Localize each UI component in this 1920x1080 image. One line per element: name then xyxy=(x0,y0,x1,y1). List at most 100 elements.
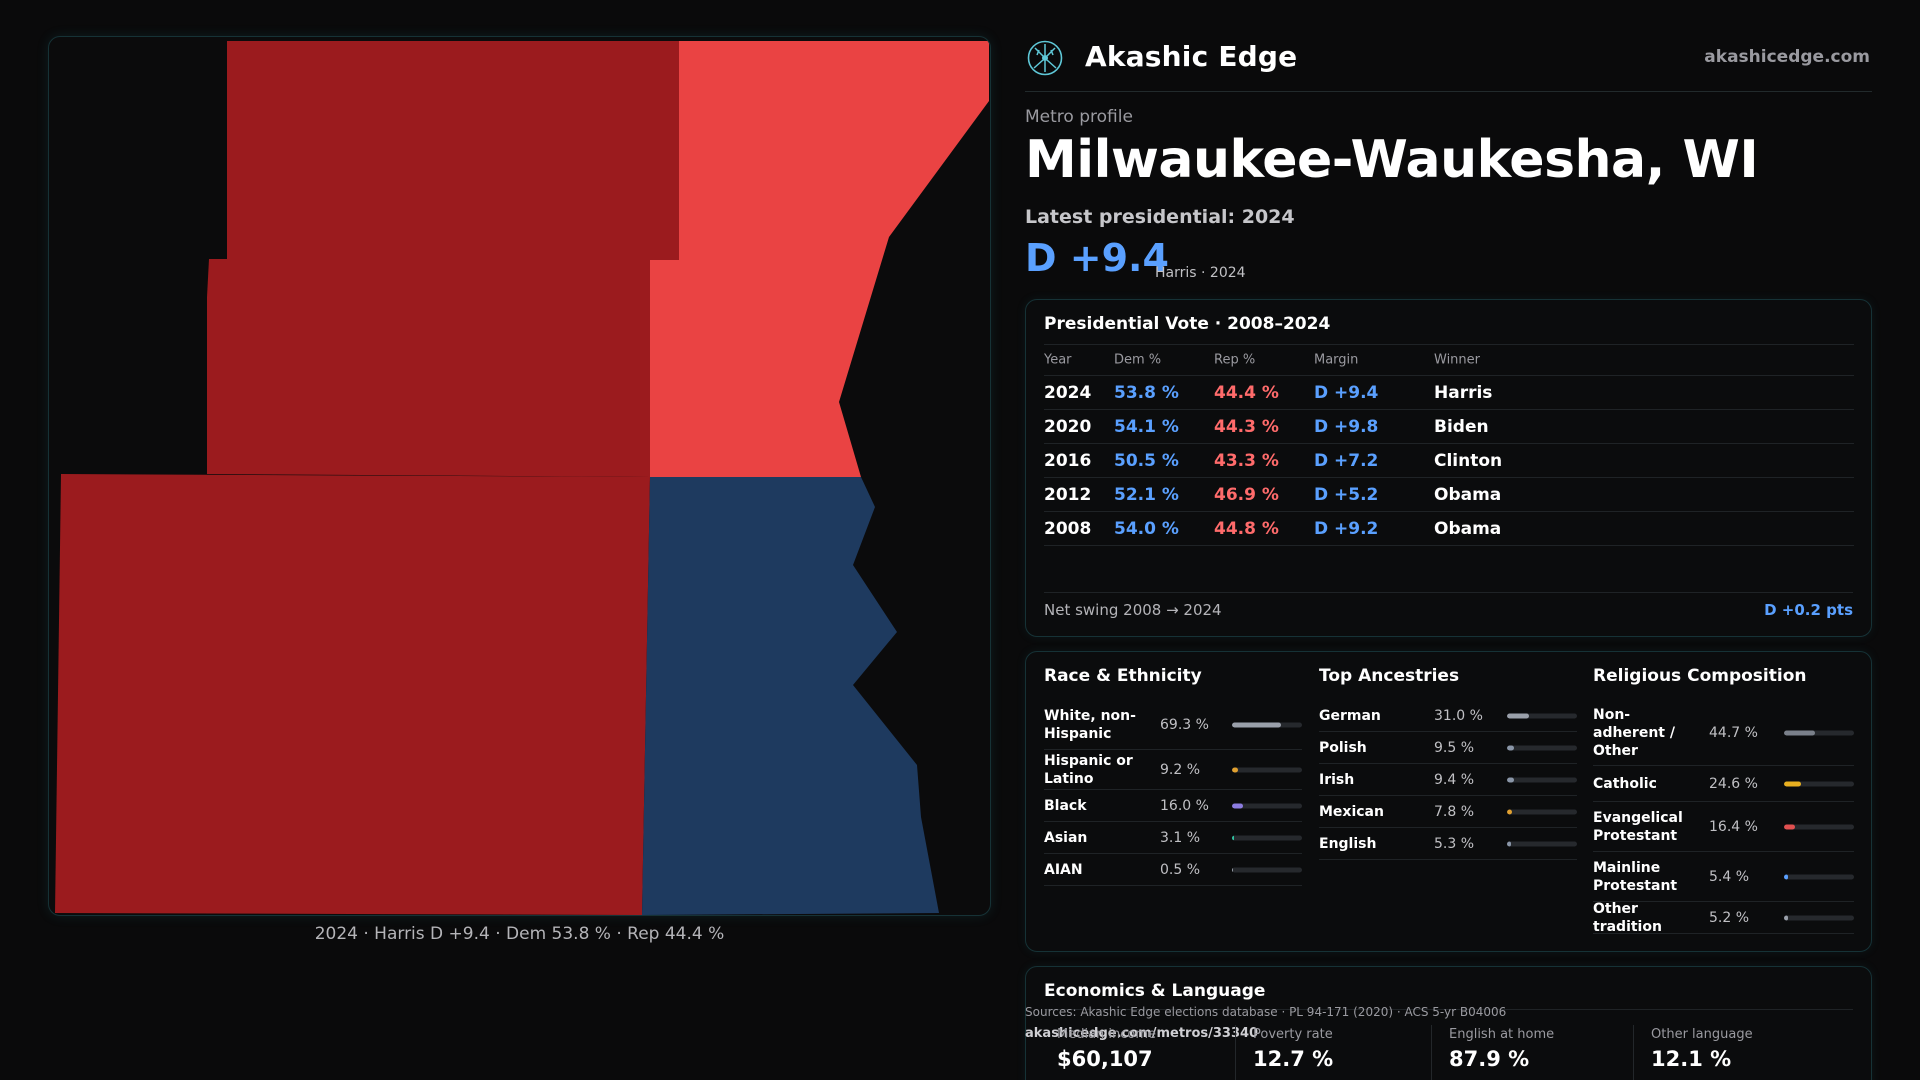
vote-rep-pct: 44.3 % xyxy=(1214,416,1279,437)
religion-bar xyxy=(1784,874,1854,879)
religion-label: Non-adherent / Other xyxy=(1593,706,1675,759)
race-bar xyxy=(1232,835,1302,840)
vote-margin: D +5.2 xyxy=(1314,484,1379,505)
vote-dem-pct: 52.1 % xyxy=(1114,484,1179,505)
economics-stat: Other language 12.1 % xyxy=(1637,1025,1837,1080)
vote-margin: D +9.8 xyxy=(1314,416,1379,437)
economics-stat-value: 12.1 % xyxy=(1651,1047,1732,1071)
ancestry-bar-fill xyxy=(1507,841,1511,846)
col-dem: Dem % xyxy=(1114,352,1162,368)
race-bar-fill xyxy=(1232,722,1281,727)
economics-stat-label: English at home xyxy=(1449,1027,1555,1042)
sources-note: Sources: Akashic Edge elections database… xyxy=(1025,1005,1507,1019)
net-swing-label: Net swing 2008 → 2024 xyxy=(1044,601,1222,619)
vote-rep-pct: 44.4 % xyxy=(1214,382,1279,403)
ancestry-label: Irish xyxy=(1319,771,1355,788)
vote-winner: Clinton xyxy=(1434,450,1503,471)
ancestry-row: Irish 9.4 % xyxy=(1319,764,1577,796)
religion-bar-fill xyxy=(1784,915,1788,920)
race-bar xyxy=(1232,803,1302,808)
ancestry-row: English 5.3 % xyxy=(1319,828,1577,860)
race-bar-fill xyxy=(1232,867,1234,872)
latest-margin-value: D +9.4 xyxy=(1025,236,1169,280)
race-row: AIAN 0.5 % xyxy=(1044,854,1302,886)
economics-stat: English at home 87.9 % xyxy=(1435,1025,1635,1080)
brand-url-link[interactable]: akashicedge.com xyxy=(1704,47,1870,67)
religion-row: Non-adherent / Other 44.7 % xyxy=(1593,700,1854,766)
vote-year: 2008 xyxy=(1044,518,1092,539)
vote-margin: D +9.4 xyxy=(1314,382,1379,403)
economics-stat: Poverty rate 12.7 % xyxy=(1239,1025,1439,1080)
ancestry-bar xyxy=(1507,777,1577,782)
race-bar xyxy=(1232,722,1302,727)
ancestry-row: Mexican 7.8 % xyxy=(1319,796,1577,828)
net-swing-value: D +0.2 pts xyxy=(1764,601,1853,619)
vote-margin: D +7.2 xyxy=(1314,450,1379,471)
religion-label: Evangelical Protestant xyxy=(1593,809,1683,844)
county-milwaukee[interactable] xyxy=(642,477,939,915)
vote-rep-pct: 46.9 % xyxy=(1214,484,1279,505)
county-map xyxy=(55,41,989,915)
net-swing-row: Net swing 2008 → 2024 D +0.2 pts xyxy=(1044,592,1853,624)
economics-stat-label: Poverty rate xyxy=(1253,1027,1333,1042)
religion-pct: 44.7 % xyxy=(1709,724,1758,741)
religion-label: Other tradition xyxy=(1593,900,1662,935)
vote-year: 2016 xyxy=(1044,450,1092,471)
ancestry-bar xyxy=(1507,809,1577,814)
race-row: Black 16.0 % xyxy=(1044,790,1302,822)
presidential-vote-card: Presidential Vote · 2008–2024 Year Dem %… xyxy=(1025,299,1872,637)
brand-header: Akashic Edge akashicedge.com xyxy=(1025,36,1872,92)
ancestry-pct: 9.5 % xyxy=(1434,739,1475,756)
economics-stats: Median income $60,107 Poverty rate 12.7 % En… xyxy=(1025,1025,1872,1080)
vote-dem-pct: 54.1 % xyxy=(1114,416,1179,437)
religion-title: Religious Composition xyxy=(1593,666,1807,686)
economics-stat-label: Other language xyxy=(1651,1027,1753,1042)
religion-bar xyxy=(1784,824,1854,829)
vote-rep-pct: 43.3 % xyxy=(1214,450,1279,471)
divider xyxy=(1235,1025,1236,1080)
vote-table-header: Year Dem % Rep % Margin Winner xyxy=(1044,344,1854,376)
latest-margin-sub: Harris · 2024 xyxy=(1155,265,1246,281)
page-title: Milwaukee-Waukesha, WI xyxy=(1025,130,1759,190)
religion-pct: 5.4 % xyxy=(1709,868,1750,885)
latest-election-label: Latest presidential: 2024 xyxy=(1025,206,1295,228)
economics-stat-value: 12.7 % xyxy=(1253,1047,1334,1071)
religion-bar-fill xyxy=(1784,874,1788,879)
religion-bar xyxy=(1784,915,1854,920)
ancestry-bar-fill xyxy=(1507,777,1514,782)
source-url-link[interactable]: akashicedge.com/metros/33340 xyxy=(1025,1026,1259,1041)
county-north-east[interactable] xyxy=(650,41,989,477)
vote-dem-pct: 54.0 % xyxy=(1114,518,1179,539)
col-year: Year xyxy=(1044,352,1072,368)
ancestries-section: Top Ancestries German 31.0 % Polish 9.5 % Ir… xyxy=(1319,652,1577,952)
vote-row: 2008 54.0 % 44.8 % D +9.2 Obama xyxy=(1044,512,1854,546)
religion-label: Mainline Protestant xyxy=(1593,859,1678,894)
vote-margin: D +9.2 xyxy=(1314,518,1379,539)
col-winner: Winner xyxy=(1434,352,1481,368)
divider xyxy=(1431,1025,1432,1080)
economics-stat-value: $60,107 xyxy=(1057,1047,1153,1071)
county-north-west[interactable] xyxy=(209,41,679,261)
vote-dem-pct: 53.8 % xyxy=(1114,382,1179,403)
vote-winner: Obama xyxy=(1434,518,1502,539)
religion-pct: 24.6 % xyxy=(1709,775,1758,792)
vote-table: Year Dem % Rep % Margin Winner 2024 53.8 … xyxy=(1044,344,1854,546)
race-bar xyxy=(1232,767,1302,772)
col-rep: Rep % xyxy=(1214,352,1256,368)
page-eyebrow: Metro profile xyxy=(1025,107,1133,127)
divider xyxy=(1633,1025,1634,1080)
race-pct: 0.5 % xyxy=(1160,861,1201,878)
county-west[interactable] xyxy=(207,259,650,477)
religion-row: Evangelical Protestant 16.4 % xyxy=(1593,802,1854,852)
demographics-card: Race & Ethnicity White, non-Hispanic 69.3… xyxy=(1025,651,1872,952)
race-pct: 69.3 % xyxy=(1160,716,1209,733)
vote-year: 2020 xyxy=(1044,416,1092,437)
county-south-west[interactable] xyxy=(55,474,650,915)
race-row: Asian 3.1 % xyxy=(1044,822,1302,854)
brand-name[interactable]: Akashic Edge xyxy=(1085,40,1298,73)
race-ethnicity-section: Race & Ethnicity White, non-Hispanic 69.3… xyxy=(1044,652,1302,952)
religion-bar xyxy=(1784,781,1854,786)
religion-label: Catholic xyxy=(1593,775,1657,792)
vote-year: 2012 xyxy=(1044,484,1092,505)
religion-pct: 16.4 % xyxy=(1709,818,1758,835)
